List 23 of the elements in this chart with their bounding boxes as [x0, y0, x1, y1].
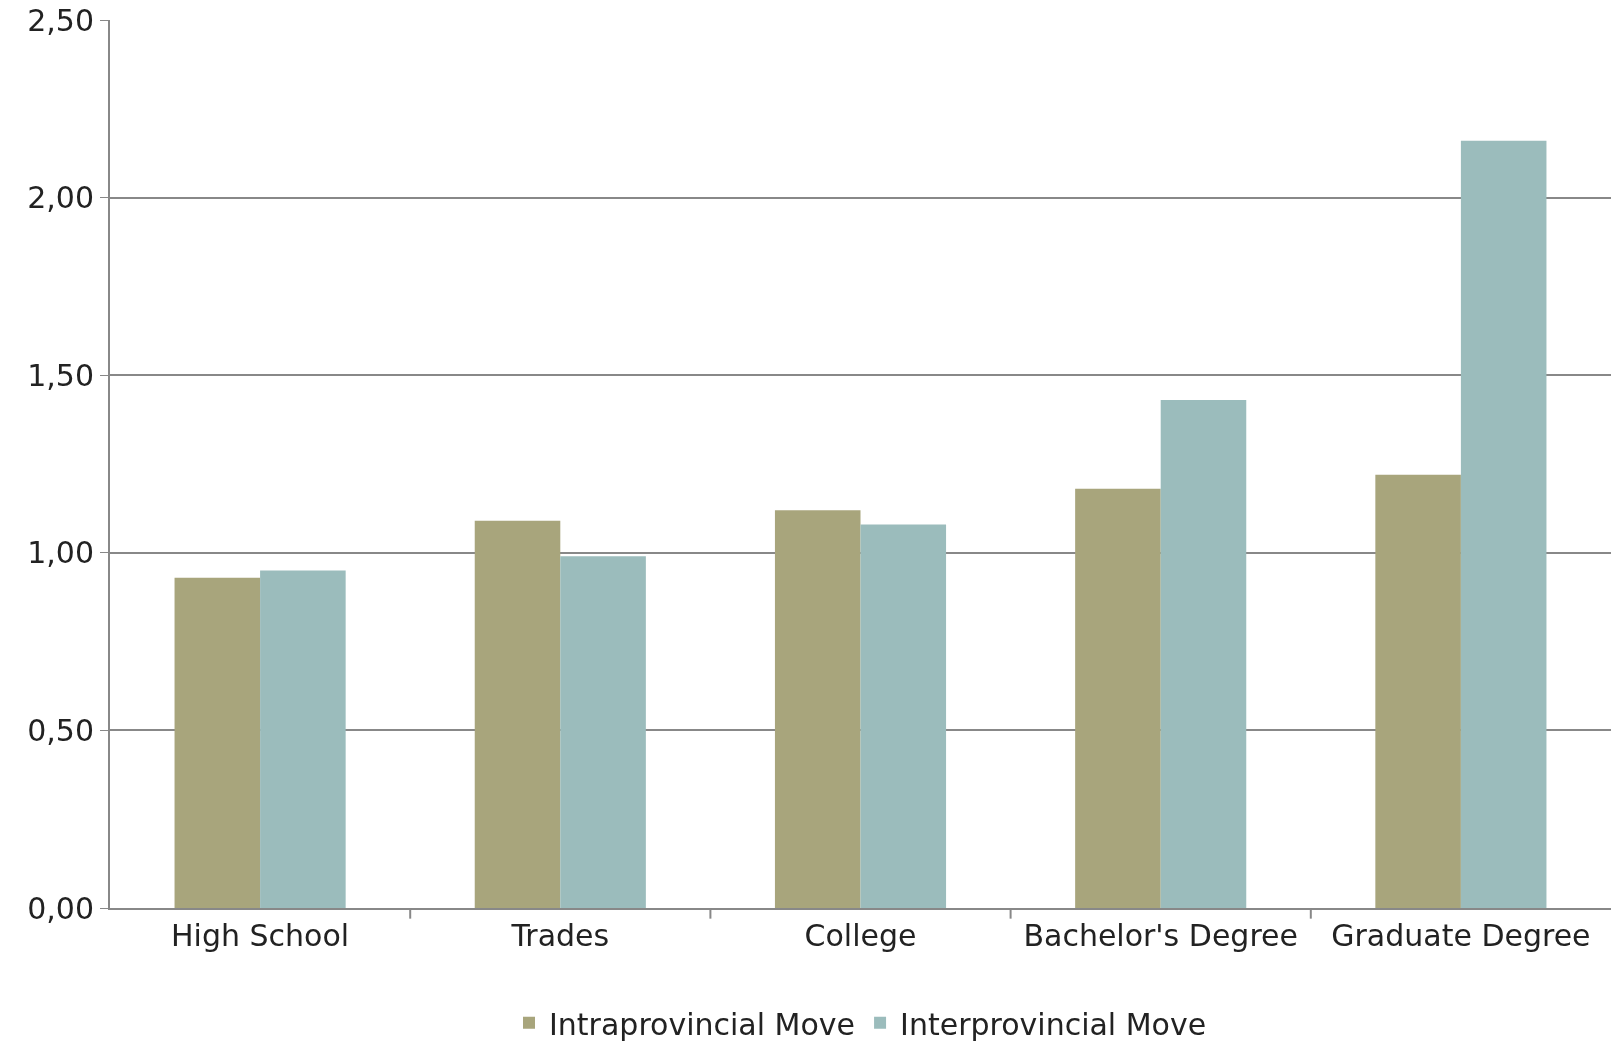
x-tick-label: Trades	[510, 918, 610, 953]
x-tick-label: College	[804, 918, 917, 953]
x-tick-label: Graduate Degree	[1331, 918, 1591, 953]
legend-label: Interprovincial Move	[900, 1006, 1207, 1042]
bar	[1460, 140, 1547, 908]
legend-label: Intraprovincial Move	[549, 1006, 856, 1042]
bar	[560, 556, 646, 908]
y-tick-label: 2,50	[27, 2, 94, 38]
y-tick-label: 2,00	[27, 180, 94, 216]
y-tick-label: 0,00	[27, 890, 94, 926]
bar	[1375, 474, 1461, 908]
bar	[174, 577, 261, 908]
x-tick-label: Bachelor's Degree	[1023, 918, 1298, 953]
bar	[474, 520, 561, 908]
x-tick-label: High School	[171, 918, 350, 953]
y-tick-label: 1,00	[27, 535, 94, 571]
bar	[260, 570, 346, 908]
bar	[774, 510, 861, 908]
bar	[1075, 488, 1161, 908]
bar	[1160, 400, 1247, 908]
bar	[860, 524, 947, 908]
y-tick-label: 0,50	[27, 712, 94, 748]
y-tick-label: 1,50	[27, 357, 94, 393]
